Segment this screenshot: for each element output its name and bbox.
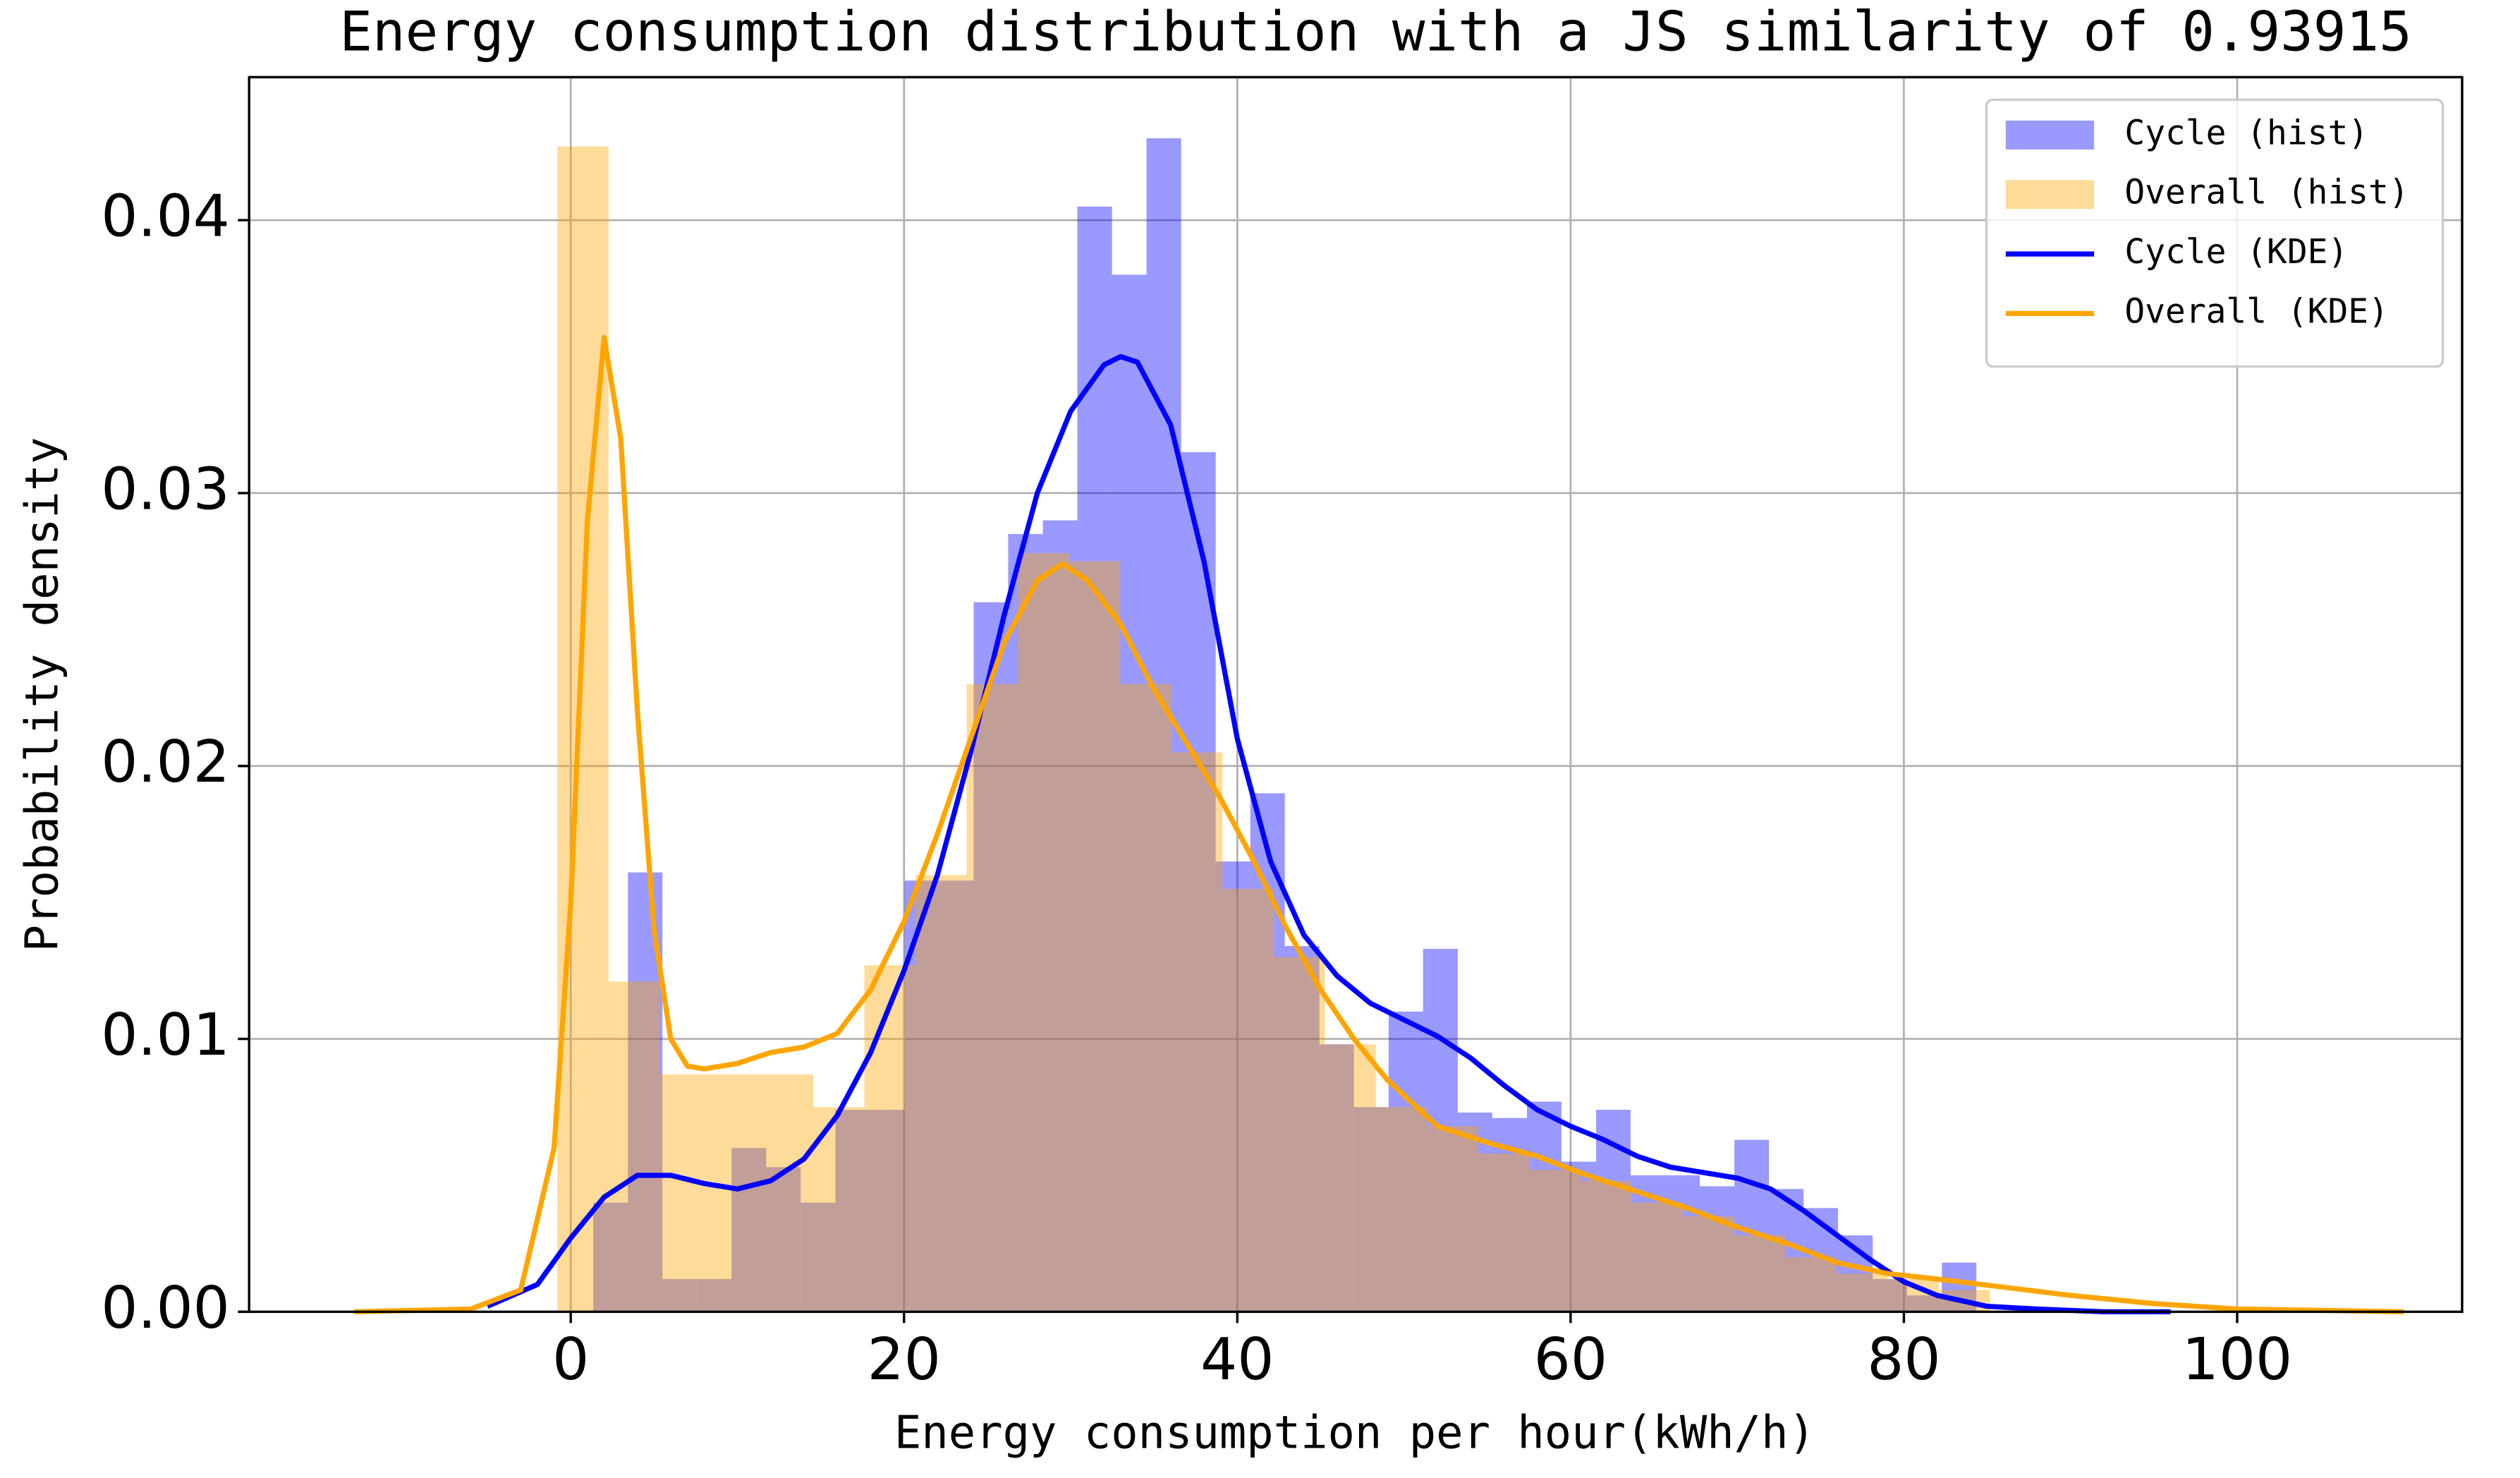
lines bbox=[353, 334, 2404, 1315]
hist-bar bbox=[1529, 1170, 1581, 1312]
hist-bar bbox=[662, 1278, 698, 1312]
x-tick-label: 60 bbox=[1534, 1326, 1607, 1393]
x-tick-label: 100 bbox=[2182, 1326, 2293, 1393]
hist-bar bbox=[1215, 861, 1250, 1312]
ticks: 0 20 40 60 80 100 0.00 0.01 0.02 0.03 0.04 bbox=[101, 183, 2292, 1393]
plot-frame bbox=[248, 75, 2464, 1314]
hist-bar bbox=[1683, 1216, 1734, 1312]
hist-bar bbox=[813, 1107, 865, 1312]
y-tick-label: 0.03 bbox=[101, 456, 230, 523]
hist-bar bbox=[697, 1278, 732, 1312]
hist-bar bbox=[939, 880, 974, 1312]
legend-label: Cycle (KDE) bbox=[2124, 233, 2348, 272]
hist-bar bbox=[1171, 752, 1223, 1312]
hist-bar bbox=[1018, 553, 1069, 1312]
x-tick-label: 20 bbox=[868, 1326, 941, 1393]
legend-label: Cycle (hist) bbox=[2124, 114, 2368, 152]
hist-bar bbox=[659, 1074, 711, 1312]
hist-bar bbox=[557, 146, 609, 1312]
hist-bar bbox=[1907, 1295, 1942, 1312]
legend-label: Overall (KDE) bbox=[2124, 292, 2388, 331]
hist-bar bbox=[1526, 1101, 1562, 1312]
hist-bar bbox=[1325, 1044, 1376, 1312]
hist-bar bbox=[766, 1167, 801, 1312]
hist-bar bbox=[1319, 1044, 1354, 1312]
hist-bar bbox=[1665, 1175, 1700, 1312]
hist-bar bbox=[1112, 274, 1147, 1312]
chart-title: Energy consumption distribution with a J… bbox=[339, 1, 2411, 64]
hist-bar bbox=[1388, 1011, 1423, 1312]
legend-swatch bbox=[2005, 180, 2095, 210]
hist-bar bbox=[1353, 1107, 1389, 1312]
hist-bar bbox=[1375, 1107, 1428, 1312]
hist-bar bbox=[593, 1202, 628, 1312]
hist-bar bbox=[1008, 533, 1043, 1312]
hist-bar bbox=[966, 684, 1018, 1312]
x-tick-label: 0 bbox=[552, 1326, 589, 1393]
hist-bar bbox=[1457, 1113, 1492, 1312]
hist-bar bbox=[1478, 1153, 1530, 1312]
hist-bar bbox=[1561, 1161, 1597, 1312]
hist-bar bbox=[1873, 1278, 1908, 1312]
legend: Cycle (hist) Overall (hist) Cycle (KDE) Ove… bbox=[1985, 98, 2445, 368]
hist-bar bbox=[1785, 1257, 1837, 1312]
legend-label: Overall (hist) bbox=[2124, 174, 2409, 212]
y-tick-label: 0.04 bbox=[101, 183, 230, 250]
x-axis-label: Energy consumption per hour(kWh/h) bbox=[894, 1407, 1815, 1459]
hist-bar bbox=[608, 981, 660, 1312]
hist-bar bbox=[1273, 957, 1325, 1312]
y-tick-label: 0.02 bbox=[101, 729, 230, 796]
hist-bar bbox=[1836, 1273, 1888, 1312]
x-tick-label: 80 bbox=[1867, 1326, 1940, 1393]
hist-bar bbox=[1069, 561, 1121, 1312]
x-tick-label: 40 bbox=[1200, 1326, 1274, 1393]
legend-box bbox=[1985, 98, 2445, 368]
hist-bar bbox=[801, 1202, 836, 1312]
hist-bar bbox=[1734, 1235, 1786, 1312]
hist-bar bbox=[762, 1074, 814, 1312]
legend-swatch bbox=[2005, 120, 2095, 150]
kde-line bbox=[486, 353, 2171, 1315]
hist-bar bbox=[864, 965, 916, 1312]
y-tick-label: 0.01 bbox=[101, 1002, 230, 1069]
y-axis-label: Probability density bbox=[16, 437, 68, 952]
hist-bar bbox=[870, 1110, 905, 1312]
hist-bar bbox=[731, 1148, 767, 1312]
y-tick-label: 0.00 bbox=[101, 1275, 230, 1342]
hist-bar bbox=[915, 875, 967, 1312]
hist-bar bbox=[1631, 1202, 1684, 1312]
hist-bar bbox=[1427, 1126, 1478, 1312]
kde-line bbox=[353, 334, 2404, 1315]
hist-bar bbox=[1699, 1186, 1735, 1312]
hist-bar bbox=[710, 1074, 762, 1312]
hist-bar bbox=[835, 1110, 870, 1312]
hist-bar bbox=[1284, 946, 1320, 1312]
hist-bar bbox=[1581, 1180, 1632, 1312]
hist-bar bbox=[1120, 684, 1171, 1312]
hist-bar bbox=[1222, 888, 1274, 1312]
hist-bar bbox=[1042, 520, 1078, 1312]
bars bbox=[557, 138, 1990, 1312]
